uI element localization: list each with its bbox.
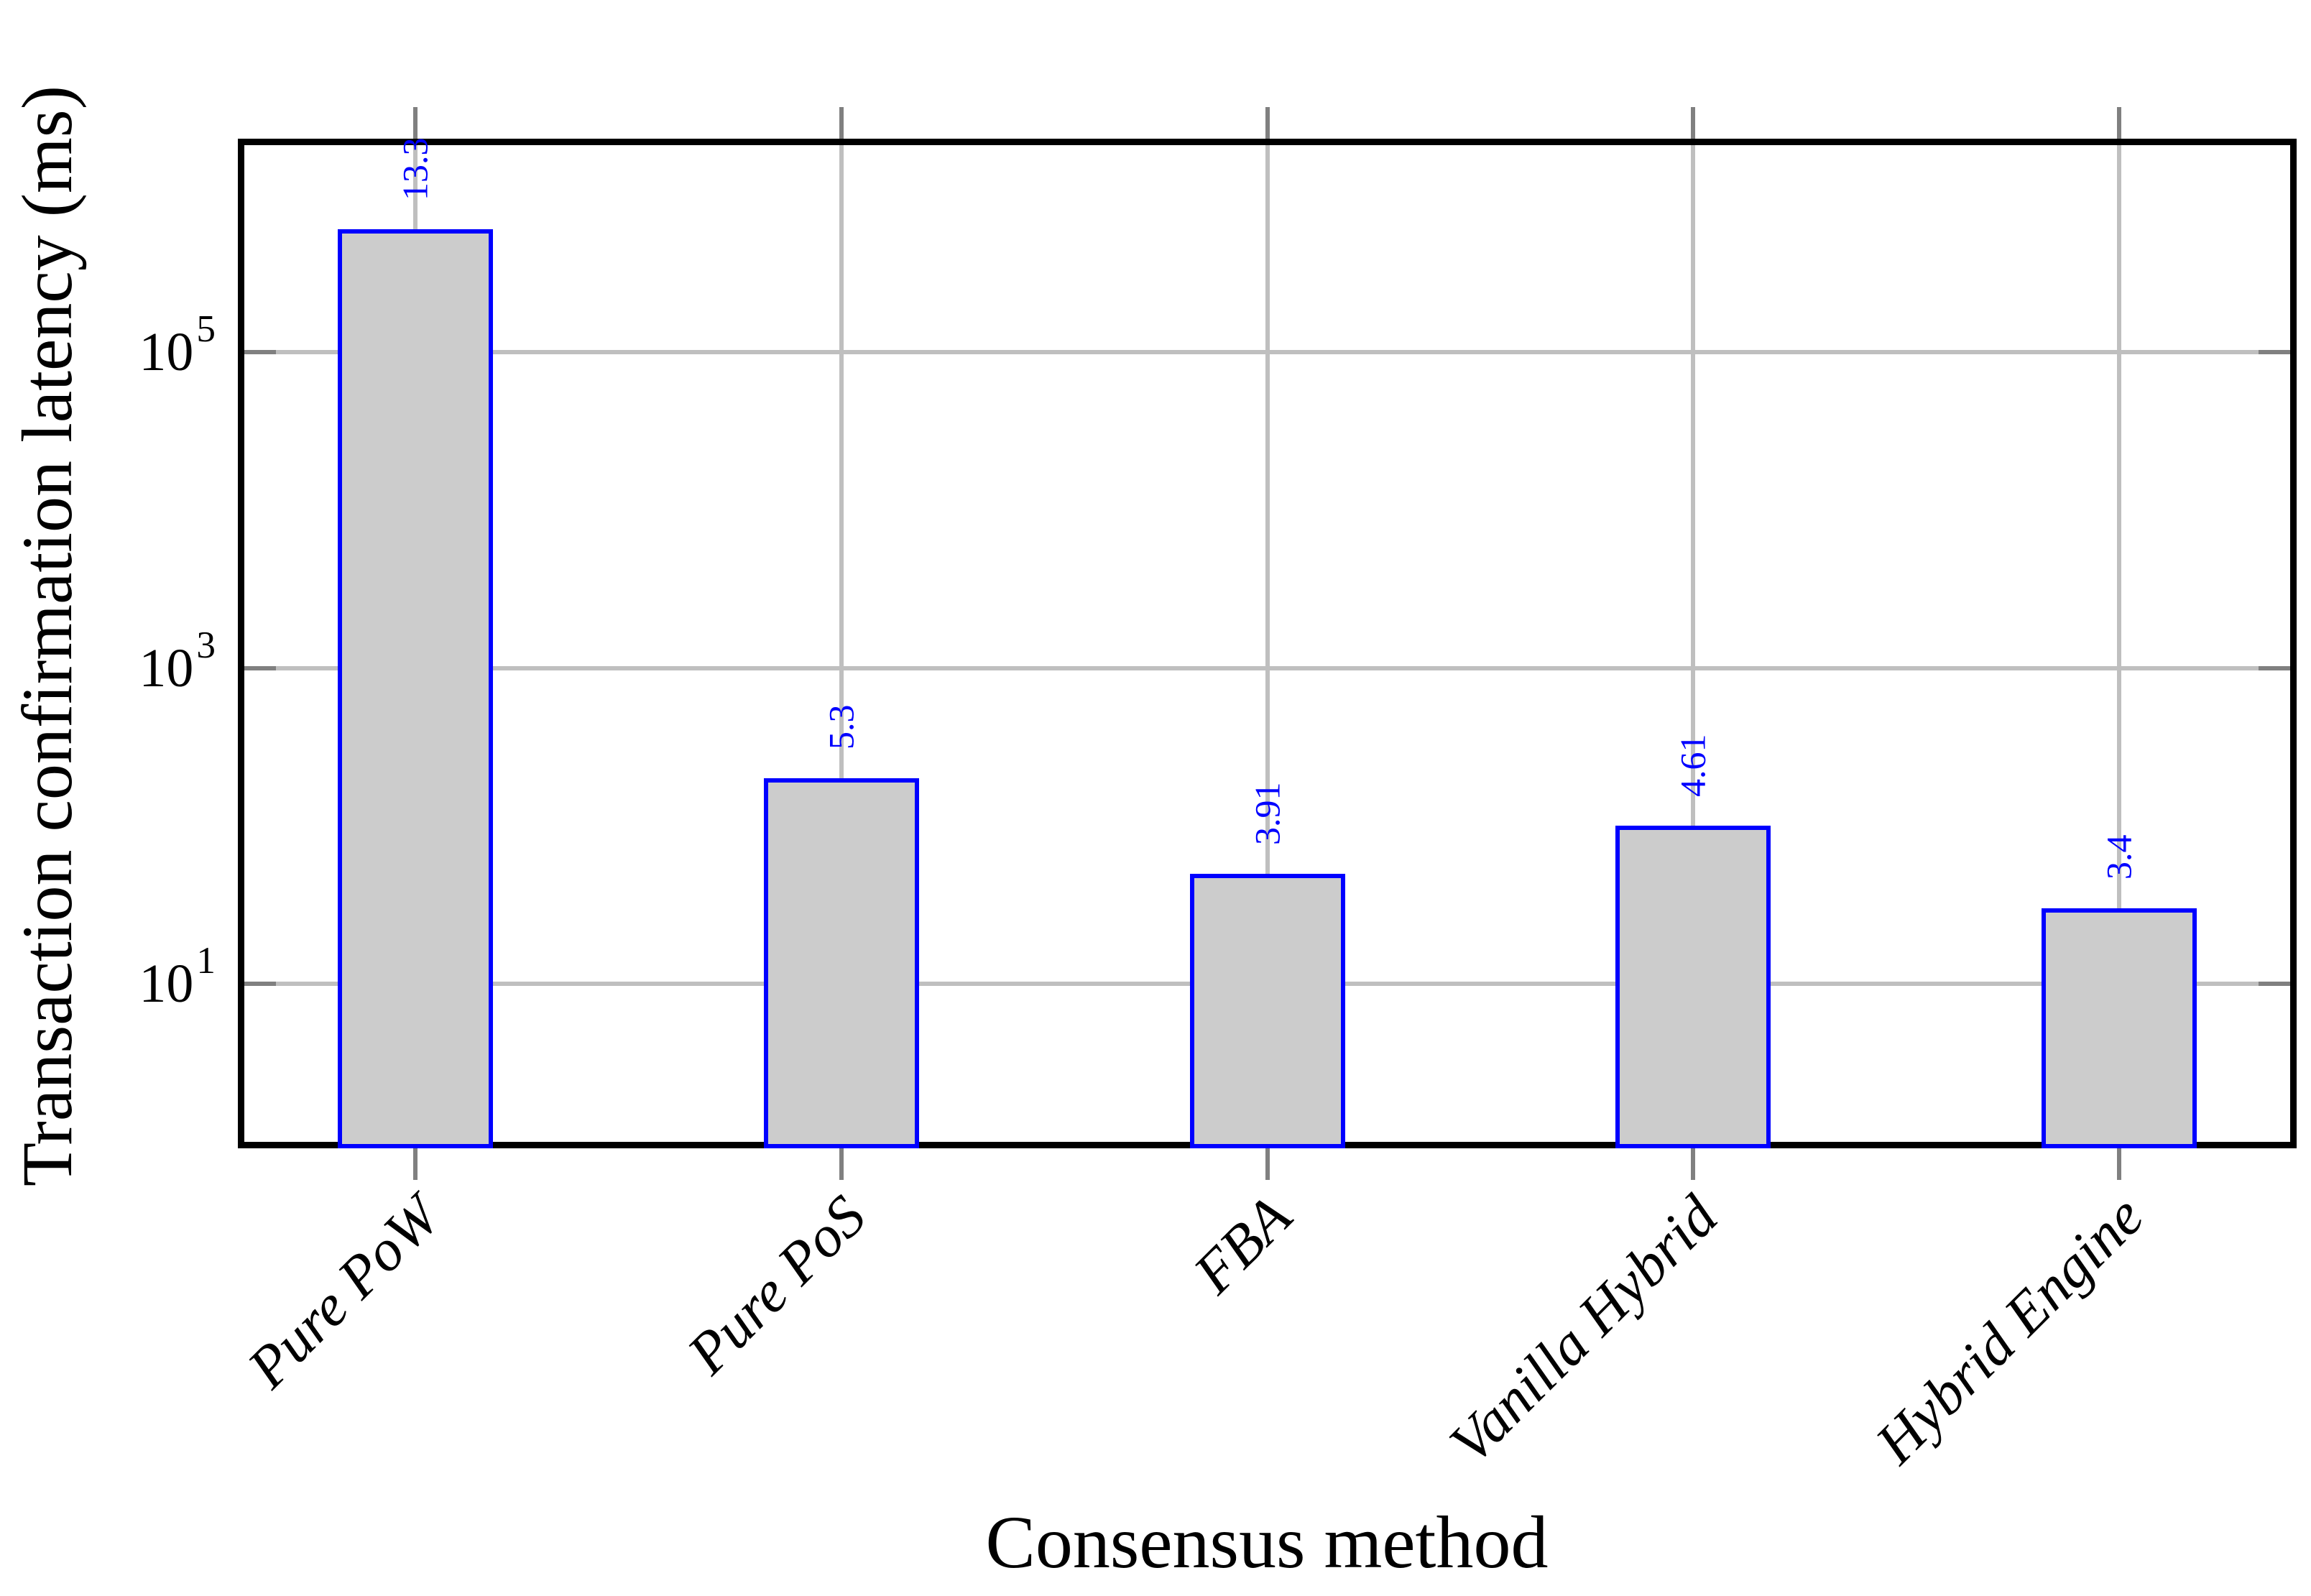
y-tick-base: 10 (139, 321, 194, 382)
x-tick-bottom (2116, 1148, 2121, 1180)
x-tick-bottom (839, 1148, 844, 1180)
y-tick-right (2259, 982, 2290, 987)
x-tick-top (1691, 107, 1696, 139)
y-tick-left (244, 982, 276, 987)
x-tick-top (2116, 107, 2121, 139)
x-tick-label: Hybrid Engine (1863, 1183, 2156, 1476)
bar (763, 778, 919, 1148)
x-tick-label: Pure PoW (234, 1183, 453, 1401)
x-axis-title: Consensus method (985, 1501, 1549, 1584)
bar (2041, 908, 2197, 1148)
y-tick-base: 10 (139, 637, 194, 698)
y-tick-left (244, 349, 276, 354)
y-tick-right (2259, 349, 2290, 354)
y-tick-base: 10 (139, 954, 194, 1015)
bar-value-label: 3.91 (1246, 782, 1287, 845)
bar-value-label: 5.3 (821, 704, 862, 750)
x-tick-label: FBA (1181, 1183, 1304, 1306)
bar-value-label: 13.3 (395, 137, 435, 201)
x-tick-label: Pure PoS (674, 1183, 878, 1387)
y-tick-label: 101 (139, 939, 216, 1025)
bar (1615, 825, 1771, 1148)
x-gridline (2116, 145, 2121, 1142)
x-gridline (1265, 145, 1270, 1142)
y-tick-label: 103 (139, 624, 216, 710)
bar (1189, 873, 1345, 1148)
y-tick-left (244, 665, 276, 670)
y-axis-title: Transaction confirmation latency (ms) (7, 85, 87, 1187)
x-gridline (839, 145, 844, 1142)
y-tick-exponent: 5 (196, 307, 216, 350)
x-tick-top (413, 107, 418, 139)
bar (338, 229, 494, 1148)
y-tick-right (2259, 665, 2290, 670)
bar-value-label: 4.61 (1672, 734, 1713, 797)
y-tick-label: 105 (139, 308, 216, 394)
bar-value-label: 3.4 (2098, 834, 2139, 880)
x-tick-bottom (413, 1148, 418, 1180)
x-tick-bottom (1265, 1148, 1270, 1180)
x-tick-top (839, 107, 844, 139)
x-gridline (1691, 145, 1696, 1142)
y-tick-exponent: 3 (196, 623, 216, 666)
y-tick-exponent: 1 (196, 939, 216, 982)
x-tick-top (1265, 107, 1270, 139)
x-tick-label: Vanilla Hybrid (1436, 1183, 1730, 1476)
x-tick-bottom (1691, 1148, 1696, 1180)
